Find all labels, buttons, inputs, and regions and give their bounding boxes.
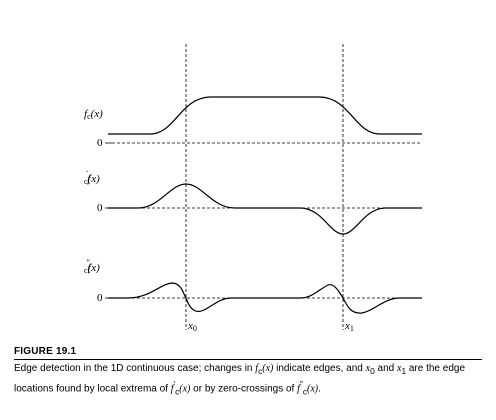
panel-fc2-curve xyxy=(108,282,422,314)
figure-caption-title: FIGURE 19.1 xyxy=(14,346,77,357)
panel-fc1-zero-label: 0 xyxy=(97,202,103,214)
panel-fc-zero-label: 0 xyxy=(97,137,103,149)
figure-caption-text: Edge detection in the 1D continuous case… xyxy=(14,363,466,397)
panel-fc-label: fc(x) xyxy=(84,108,103,121)
panel-fc1-label: f′ c(x) xyxy=(84,169,100,186)
panel-fc2-zero-label: 0 xyxy=(97,292,103,304)
panel-fc1: f′ c(x) 0 xyxy=(84,169,422,235)
x0-label: x0 xyxy=(187,320,197,333)
edge-detection-figure: fc(x) 0 f′ c(x) 0 f″ c(x) 0 x0 x1 xyxy=(84,44,422,333)
panel-fc2-label: f″ c(x) xyxy=(84,258,100,275)
panel-fc: fc(x) 0 xyxy=(84,96,422,149)
panel-fc-curve xyxy=(108,96,422,135)
panel-fc1-curve xyxy=(108,183,422,235)
x1-label: x1 xyxy=(344,320,354,333)
caption-divider xyxy=(14,359,482,360)
panel-fc2: f″ c(x) 0 xyxy=(84,258,422,314)
